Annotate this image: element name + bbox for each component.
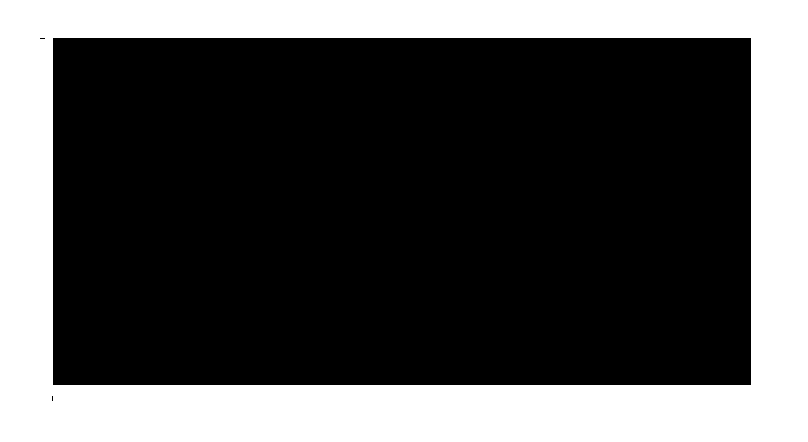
wordcloud-image [53, 38, 751, 385]
y-tick-mark [40, 38, 45, 39]
wordcloud-svg [53, 38, 751, 385]
x-tick-mark [52, 396, 53, 401]
